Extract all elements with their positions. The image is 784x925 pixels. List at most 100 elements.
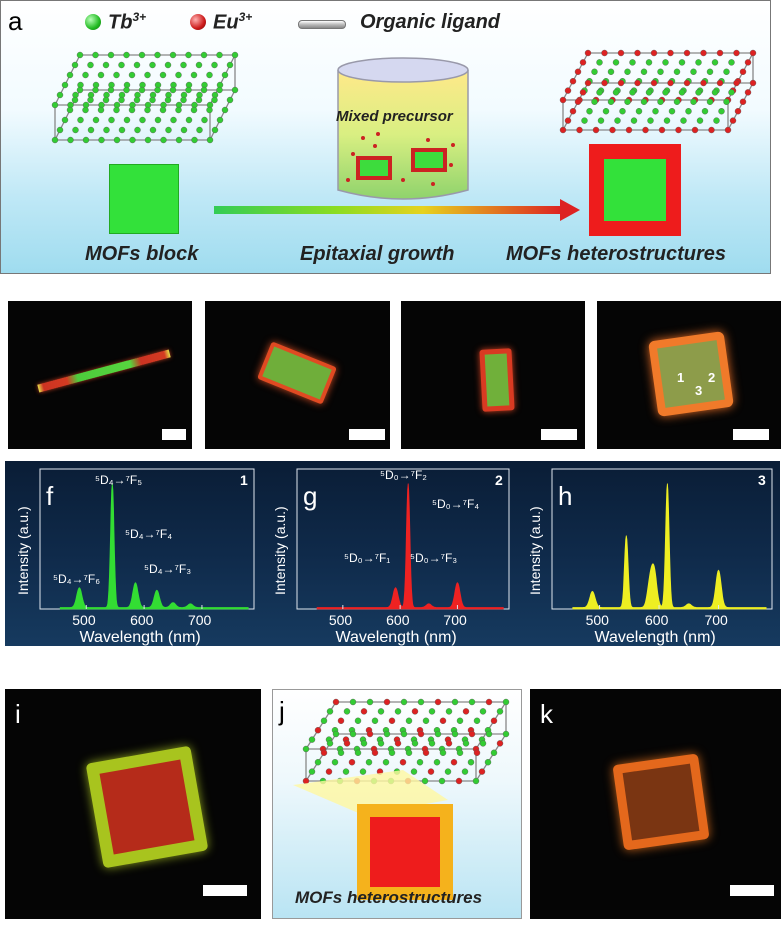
tb-node — [624, 98, 631, 105]
eu-node — [417, 730, 425, 738]
tb-node — [118, 96, 125, 104]
tb-node — [164, 61, 172, 69]
tb-node — [591, 98, 598, 105]
tb-node — [102, 96, 110, 104]
tb-node — [160, 136, 167, 144]
panel-a-schematic: a Tb3+ Eu3+ Organic ligand Mixed — [0, 0, 771, 274]
tb-node — [123, 51, 130, 59]
tb-node — [433, 758, 441, 766]
scale-bar — [349, 429, 385, 440]
tb-node — [472, 777, 480, 785]
crystal-i — [85, 745, 209, 869]
transition-annotation: ⁵D₀→⁷F₃ — [410, 551, 458, 565]
tb-node — [468, 698, 476, 706]
tb-node — [71, 96, 79, 104]
mofs-heterostructure-core — [604, 159, 666, 221]
tb-node — [673, 68, 681, 75]
eu-node — [569, 107, 577, 115]
tb-node — [596, 89, 603, 96]
tb-node — [206, 106, 213, 114]
tb-node — [377, 708, 385, 715]
eu-node — [691, 126, 699, 134]
tb-node — [718, 107, 725, 115]
tb-node — [180, 96, 187, 104]
x-tick-label: 500 — [72, 612, 96, 628]
tb-node — [129, 136, 136, 144]
tb-node — [196, 126, 203, 134]
scale-bar — [162, 429, 186, 440]
zoom-beam — [293, 770, 448, 815]
tb-node — [108, 116, 115, 124]
eu-node — [337, 717, 345, 724]
tb-node — [51, 136, 59, 144]
tb-node — [190, 71, 198, 79]
eu-node — [574, 98, 582, 105]
tb-node — [216, 51, 223, 59]
eu-node — [584, 79, 592, 87]
tb-node — [144, 106, 151, 114]
hetero-mof-lattice-icon — [559, 49, 757, 134]
x-tick-label: 700 — [443, 612, 467, 628]
eu-node — [729, 117, 737, 124]
tb-node — [485, 730, 493, 738]
eu-node — [559, 126, 567, 134]
eu-node — [724, 126, 732, 134]
eu-node — [642, 126, 649, 134]
x-tick-label: 600 — [645, 612, 669, 628]
tb-node — [175, 71, 182, 79]
tb-node — [102, 61, 110, 69]
tb-node — [308, 736, 316, 743]
tb-node — [185, 86, 192, 94]
tb-node — [461, 768, 469, 775]
tb-node — [410, 768, 418, 775]
eu-node — [601, 49, 608, 57]
tb-node — [170, 116, 177, 124]
eu-node — [343, 740, 351, 747]
tb-node — [388, 749, 396, 756]
tb-node — [128, 71, 136, 79]
tb-node — [673, 98, 681, 105]
tb-node — [211, 126, 219, 134]
tb-node — [56, 91, 64, 99]
mofs-heterostructures-label: MOFs heterostructures — [506, 243, 727, 265]
tb-node — [421, 777, 429, 785]
eu-node — [399, 758, 407, 766]
micrograph-c — [205, 301, 390, 449]
tb-node — [138, 51, 146, 59]
eu-node — [658, 126, 666, 134]
tb-node — [690, 98, 697, 105]
transition-annotation: ⁵D₄→⁷F₆ — [53, 572, 101, 586]
eu-node — [388, 717, 396, 724]
eu-node — [314, 727, 322, 734]
tb-node — [490, 749, 498, 756]
point-number-label: 1 — [240, 472, 248, 488]
tb-node — [154, 51, 161, 59]
tb-node — [200, 51, 208, 59]
tb-node — [97, 71, 105, 79]
tb-node — [169, 51, 177, 59]
micrograph-i: i — [5, 689, 261, 919]
tb-node — [154, 116, 162, 124]
tb-node — [629, 59, 636, 66]
tb-node — [678, 59, 686, 66]
scale-bar — [203, 885, 247, 896]
tb-node — [216, 116, 224, 124]
tb-node — [107, 86, 115, 94]
tb-node — [365, 758, 373, 766]
crystal-k — [612, 753, 710, 851]
tb-node — [211, 96, 218, 104]
tb-node — [586, 107, 593, 115]
tb-node — [139, 116, 146, 124]
tb-node — [51, 101, 59, 109]
tb-node — [640, 98, 648, 105]
tb-node — [87, 126, 95, 134]
eu-node — [411, 708, 419, 715]
spectrum-svg — [551, 468, 773, 610]
tb-node — [221, 106, 229, 114]
point-number-label: 2 — [495, 472, 503, 488]
transition-annotation: ⁵D₄→⁷F₃ — [144, 562, 192, 576]
x-tick-label: 700 — [704, 612, 728, 628]
tb-node — [134, 126, 141, 134]
tb-node — [359, 768, 367, 775]
eu-node — [667, 49, 674, 57]
